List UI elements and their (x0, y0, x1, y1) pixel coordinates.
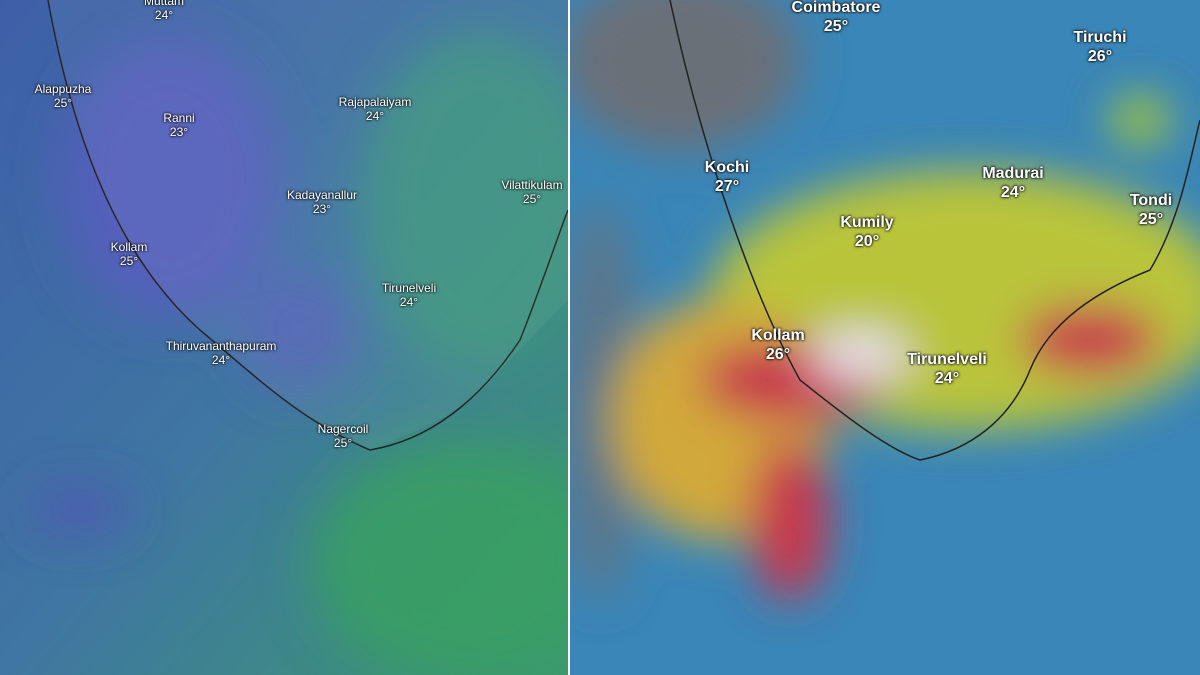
city-label: Tirunelveli 24° (907, 350, 987, 388)
city-label: Alappuzha 25° (35, 82, 92, 111)
city-name: Ranni (163, 111, 195, 125)
temperature: 26° (765, 346, 791, 364)
city-name: Tirunelveli (381, 281, 437, 295)
city-name: Kumily (840, 214, 894, 231)
city-label: Nagercoil 25° (318, 422, 369, 451)
city-name: Coimbatore (791, 0, 881, 16)
right-map (570, 0, 1200, 675)
city-label: Kadayanallur 23° (287, 188, 357, 217)
city-label: Madurai 24° (982, 164, 1043, 202)
city-label: Kollam 25° (111, 240, 148, 269)
city-name: Vilattikulam (501, 178, 563, 192)
city-label: Kollam 26° (751, 326, 804, 364)
city-label: Ranni 23° (163, 111, 194, 140)
temperature: 20° (854, 233, 880, 251)
city-label: Vilattikulam 25° (501, 178, 562, 207)
city-label: Kumily 20° (840, 213, 893, 251)
city-name: Tondi (1129, 192, 1173, 209)
left-map (0, 0, 568, 675)
city-name: Madurai (982, 165, 1044, 182)
temperature: 26° (1087, 48, 1113, 66)
temperature: 24° (154, 8, 174, 23)
temperature: 25° (333, 436, 353, 451)
city-name: Alappuzha (34, 82, 92, 96)
temperature: 25° (119, 254, 139, 269)
temperature: 24° (1000, 184, 1026, 202)
temperature: 25° (53, 96, 73, 111)
divider (568, 0, 570, 675)
temperature: 25° (522, 192, 542, 207)
city-name: Nagercoil (317, 422, 369, 436)
city-label: Muttam 24° (144, 0, 184, 23)
city-label: Tondi 25° (1130, 191, 1172, 229)
city-label: Rajapalaiyam 24° (339, 95, 412, 124)
city-label: Tiruchi 26° (1073, 28, 1126, 66)
temperature: 25° (1138, 211, 1164, 229)
city-label: Coimbatore 25° (792, 0, 881, 36)
city-name: Tirunelveli (907, 351, 987, 368)
temperature: 24° (365, 109, 385, 124)
city-label: Thiruvananthapuram 24° (166, 339, 277, 368)
temperature: 27° (714, 178, 740, 196)
city-label: Kochi 27° (705, 158, 749, 196)
temperature: 24° (934, 370, 960, 388)
city-name: Thiruvananthapuram (165, 339, 277, 353)
city-name: Tiruchi (1073, 29, 1127, 46)
city-name: Kollam (110, 240, 148, 254)
temperature: 24° (399, 295, 419, 310)
temperature: 24° (211, 353, 231, 368)
city-name: Muttam (143, 0, 185, 8)
temperature: 25° (823, 18, 849, 36)
temperature: 23° (312, 202, 332, 217)
city-label: Tirunelveli 24° (382, 281, 436, 310)
city-name: Rajapalaiyam (338, 95, 412, 109)
city-name: Kochi (704, 159, 750, 176)
temperature: 23° (169, 125, 189, 140)
city-name: Kollam (751, 327, 805, 344)
city-name: Kadayanallur (286, 188, 358, 202)
